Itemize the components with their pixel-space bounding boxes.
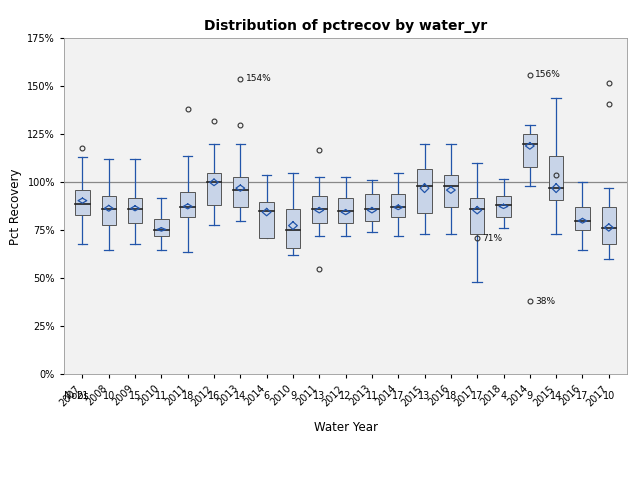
Bar: [102, 196, 116, 225]
Text: Water Year: Water Year: [314, 420, 378, 434]
Text: Nobs: Nobs: [64, 391, 88, 401]
Text: 18: 18: [182, 391, 194, 401]
Bar: [575, 207, 589, 230]
Text: 10: 10: [603, 391, 615, 401]
Text: 9: 9: [527, 391, 533, 401]
Text: 13: 13: [313, 391, 325, 401]
Bar: [365, 194, 379, 221]
Bar: [285, 209, 300, 248]
Bar: [470, 198, 484, 234]
Text: 16: 16: [208, 391, 220, 401]
Bar: [75, 190, 90, 215]
Bar: [496, 196, 511, 217]
Bar: [207, 173, 221, 205]
Y-axis label: Pct Recovery: Pct Recovery: [9, 168, 22, 245]
Text: 21: 21: [76, 391, 88, 401]
Bar: [259, 202, 274, 238]
Bar: [339, 198, 353, 223]
Text: 12: 12: [339, 391, 352, 401]
Bar: [417, 169, 432, 213]
Text: 9: 9: [290, 391, 296, 401]
Text: 11: 11: [156, 391, 168, 401]
Text: 156%: 156%: [535, 71, 561, 79]
Bar: [312, 196, 326, 223]
Text: 71%: 71%: [483, 234, 502, 242]
Text: 14: 14: [550, 391, 563, 401]
Text: 17: 17: [471, 391, 483, 401]
Text: 4: 4: [500, 391, 507, 401]
Bar: [233, 177, 248, 207]
Bar: [523, 134, 537, 167]
Text: 38%: 38%: [535, 297, 556, 306]
Bar: [444, 175, 458, 207]
Bar: [602, 207, 616, 244]
Text: 6: 6: [264, 391, 269, 401]
Text: 11: 11: [366, 391, 378, 401]
Text: 14: 14: [234, 391, 246, 401]
Bar: [391, 194, 406, 217]
Bar: [128, 198, 142, 223]
Text: 15: 15: [129, 391, 141, 401]
Text: 17: 17: [576, 391, 589, 401]
Title: Distribution of pctrecov by water_yr: Distribution of pctrecov by water_yr: [204, 19, 487, 33]
Bar: [180, 192, 195, 217]
Bar: [549, 156, 563, 200]
Text: 154%: 154%: [246, 74, 271, 83]
Text: 18: 18: [445, 391, 457, 401]
Text: 17: 17: [392, 391, 404, 401]
Text: 13: 13: [419, 391, 431, 401]
Text: 10: 10: [102, 391, 115, 401]
Bar: [154, 219, 168, 236]
